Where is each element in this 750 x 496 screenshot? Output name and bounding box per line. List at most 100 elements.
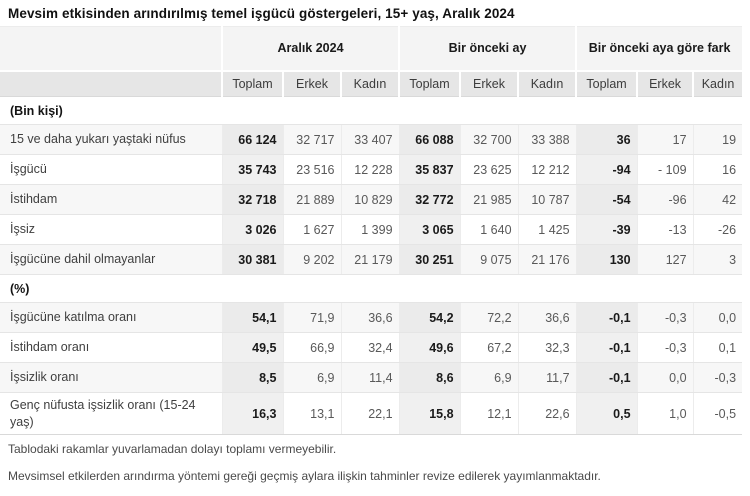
value-cell: 36,6 [340,302,400,333]
column-group-fark: Bir önceki aya göre fark [575,26,743,72]
value-cell: 13,1 [282,392,341,435]
value-cell: 21 985 [459,184,519,215]
sub-header-kadin-2: Kadın [517,70,577,97]
sub-header-row: Toplam Erkek Kadın Toplam Erkek Kadın To… [0,70,743,97]
table-row-issizlik-orani: İşsizlik oranı 8,5 6,9 11,4 8,6 6,9 11,7… [0,362,743,393]
value-cell: 23 516 [282,154,341,185]
value-cell: 33 388 [517,124,577,155]
table-row-issiz: İşsiz 3 026 1 627 1 399 3 065 1 640 1 42… [0,214,743,245]
value-cell: 22,1 [340,392,400,435]
table-row-dahil-olmayanlar: İşgücüne dahil olmayanlar 30 381 9 202 2… [0,244,743,275]
row-label-dahil-olmayanlar: İşgücüne dahil olmayanlar [0,244,222,275]
value-cell: 3 065 [398,214,461,245]
row-label-nufus: 15 ve daha yukarı yaştaki nüfus [0,124,222,155]
value-cell: 66,9 [282,332,341,363]
value-cell: 11,7 [517,362,577,393]
table-row-istihdam-orani: İstihdam oranı 49,5 66,9 32,4 49,6 67,2 … [0,332,743,363]
value-cell: 32 772 [398,184,461,215]
value-cell: 1,0 [636,392,694,435]
value-cell: 3 026 [221,214,283,245]
column-group-row: Aralık 2024 Bir önceki ay Bir önceki aya… [0,26,743,72]
value-cell: 33 407 [340,124,400,155]
value-cell: 23 625 [459,154,519,185]
value-cell: 1 627 [282,214,341,245]
value-cell: -0,5 [692,392,743,435]
row-label-istihdam: İstihdam [0,184,222,215]
footnotes: Tablodaki rakamlar yuvarlamadan dolayı t… [0,435,750,484]
sub-header-kadin-3: Kadın [692,70,743,97]
sub-header-erkek-1: Erkek [282,70,341,97]
value-cell: 130 [575,244,638,275]
table-row-katilma-orani: İşgücüne katılma oranı 54,1 71,9 36,6 54… [0,302,743,333]
labor-indicators-table: Aralık 2024 Bir önceki ay Bir önceki aya… [0,26,743,435]
section-header-label: (%) [0,274,743,303]
value-cell: -26 [692,214,743,245]
value-cell: 35 743 [221,154,283,185]
table-row-nufus: 15 ve daha yukarı yaştaki nüfus 66 124 3… [0,124,743,155]
value-cell: 0,1 [692,332,743,363]
value-cell: 32,4 [340,332,400,363]
value-cell: 71,9 [282,302,341,333]
row-label-issizlik-orani: İşsizlik oranı [0,362,222,393]
value-cell: 30 381 [221,244,283,275]
value-cell: -0,3 [636,302,694,333]
value-cell: 9 075 [459,244,519,275]
table-row-istihdam: İstihdam 32 718 21 889 10 829 32 772 21 … [0,184,743,215]
value-cell: -0,1 [575,362,638,393]
value-cell: 9 202 [282,244,341,275]
row-label-istihdam-orani: İstihdam oranı [0,332,222,363]
value-cell: -96 [636,184,694,215]
value-cell: -0,1 [575,332,638,363]
value-cell: 1 399 [340,214,400,245]
value-cell: 6,9 [459,362,519,393]
value-cell: 21 889 [282,184,341,215]
sub-header-kadin-1: Kadın [339,70,400,97]
value-cell: 15,8 [398,392,461,435]
footnote-rounding: Tablodaki rakamlar yuvarlamadan dolayı t… [8,442,337,456]
value-cell: 54,2 [398,302,461,333]
sub-header-toplam-1: Toplam [221,70,283,97]
value-cell: 66 088 [398,124,461,155]
value-cell: 1 640 [459,214,519,245]
sub-header-toplam-3: Toplam [575,70,638,97]
value-cell: 49,6 [398,332,461,363]
column-group-aralik-2024: Aralık 2024 [220,26,400,72]
value-cell: 72,2 [459,302,519,333]
sub-header-erkek-2: Erkek [459,70,519,97]
section-header-percent: (%) [0,274,743,303]
table-header: Aralık 2024 Bir önceki ay Bir önceki aya… [0,26,743,97]
value-cell: 22,6 [517,392,577,435]
value-cell: 0,0 [692,302,743,333]
sub-header-toplam-2: Toplam [398,70,461,97]
value-cell: 32 717 [282,124,341,155]
value-cell: 17 [636,124,694,155]
value-cell: 8,5 [221,362,283,393]
page-title: Mevsim etkisinden arındırılmış temel işg… [8,6,515,21]
value-cell: 16 [692,154,743,185]
column-group-onceki-ay: Bir önceki ay [398,26,577,72]
value-cell: 11,4 [340,362,400,393]
value-cell: 10 829 [340,184,400,215]
table-row-genc-issizlik: Genç nüfusta işsizlik oranı (15-24 yaş) … [0,392,743,435]
value-cell: 12 212 [517,154,577,185]
value-cell: 21 179 [340,244,400,275]
value-cell: 36 [575,124,638,155]
value-cell: 67,2 [459,332,519,363]
value-cell: 0,5 [575,392,638,435]
value-cell: -54 [575,184,638,215]
value-cell: 6,9 [282,362,341,393]
value-cell: 10 787 [517,184,577,215]
row-label-isgucu: İşgücü [0,154,222,185]
value-cell: -13 [636,214,694,245]
value-cell: - 109 [636,154,694,185]
value-cell: 32,3 [517,332,577,363]
value-cell: 0,0 [636,362,694,393]
value-cell: 19 [692,124,743,155]
value-cell: 35 837 [398,154,461,185]
value-cell: 36,6 [517,302,577,333]
sub-header-erkek-3: Erkek [636,70,694,97]
value-cell: 21 176 [517,244,577,275]
header-corner-cell [0,26,222,72]
value-cell: 49,5 [221,332,283,363]
section-header-bin-kisi: (Bin kişi) [0,96,743,125]
